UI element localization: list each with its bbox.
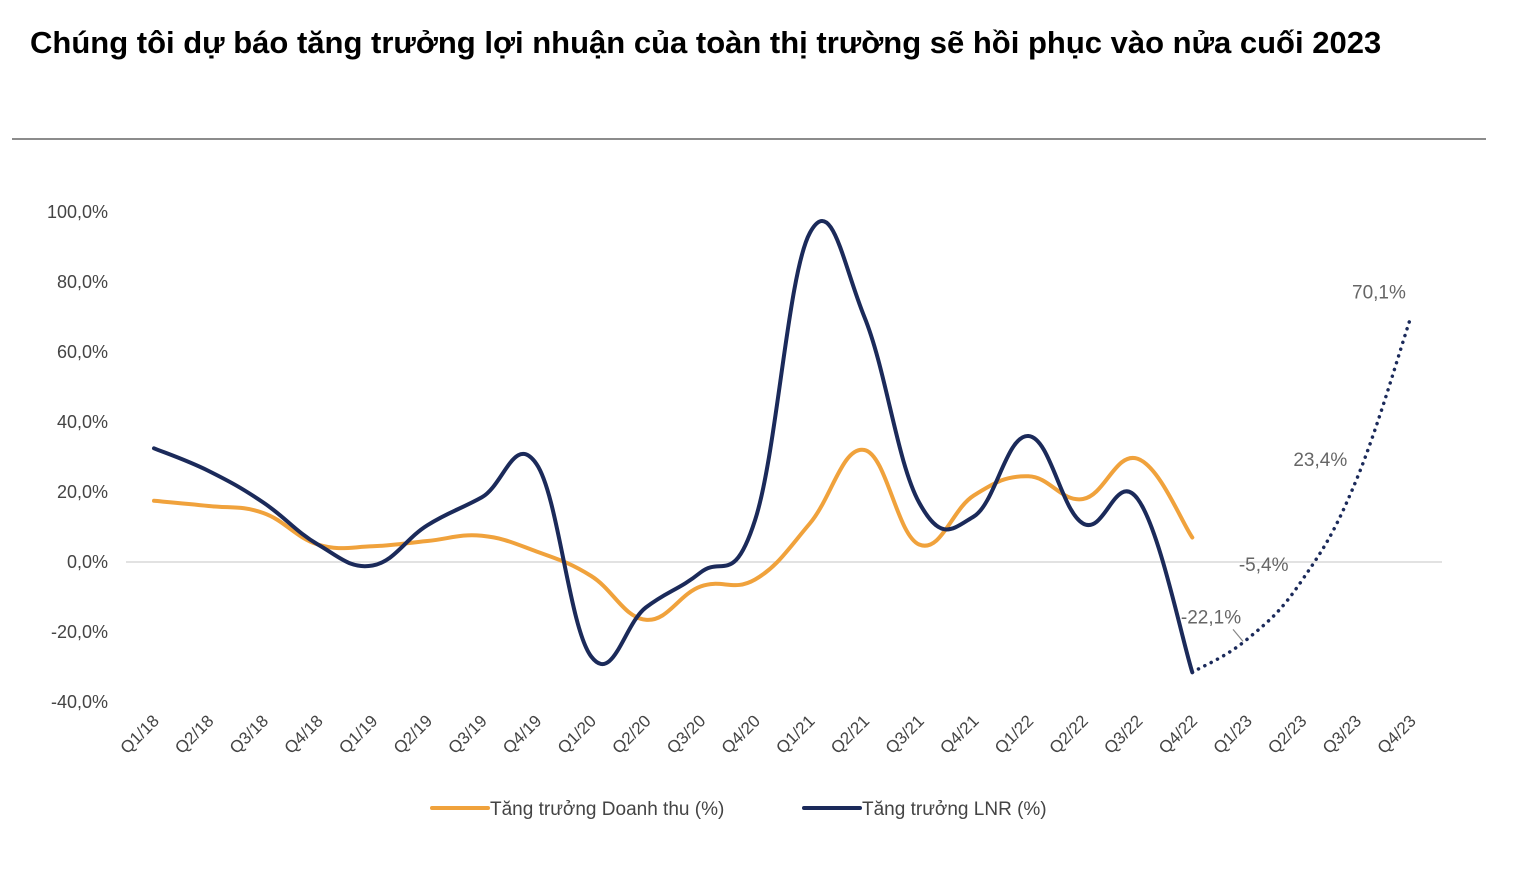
x-tick-label: Q2/19 bbox=[390, 711, 436, 757]
data-label: 23,4% bbox=[1293, 450, 1347, 471]
page-title: Chúng tôi dự báo tăng trưởng lợi nhuận c… bbox=[30, 25, 1382, 60]
y-tick-label: 60,0% bbox=[57, 342, 108, 362]
x-tick-label: Q4/18 bbox=[281, 711, 327, 757]
x-tick-label: Q3/19 bbox=[445, 711, 491, 757]
x-tick-label: Q1/22 bbox=[991, 711, 1037, 757]
legend-label: Tăng trưởng Doanh thu (%) bbox=[490, 799, 724, 820]
y-tick-label: 20,0% bbox=[57, 482, 108, 502]
x-tick-label: Q1/18 bbox=[117, 711, 163, 757]
title-divider bbox=[12, 138, 1486, 140]
y-tick-label: 100,0% bbox=[47, 202, 108, 222]
x-tick-label: Q1/19 bbox=[335, 711, 381, 757]
x-tick-label: Q4/22 bbox=[1155, 711, 1201, 757]
data-label: -5,4% bbox=[1239, 555, 1289, 576]
data-label: 70,1% bbox=[1352, 283, 1406, 304]
data-label: -22,1% bbox=[1181, 607, 1241, 628]
series-line-revenue-growth bbox=[152, 447, 1195, 622]
y-tick-label: 40,0% bbox=[57, 412, 108, 432]
series-line-profit-forecast bbox=[1190, 314, 1413, 675]
x-tick-label: Q3/21 bbox=[882, 711, 928, 757]
data-label-leader bbox=[1232, 628, 1244, 642]
y-tick-label: -20,0% bbox=[51, 622, 108, 642]
legend-item-revenue: Tăng trưởng Doanh thu (%) bbox=[430, 799, 724, 820]
x-tick-label: Q1/21 bbox=[772, 711, 818, 757]
x-tick-label: Q2/22 bbox=[1046, 711, 1092, 757]
x-tick-label: Q3/23 bbox=[1319, 711, 1365, 757]
x-tick-label: Q1/23 bbox=[1210, 711, 1256, 757]
y-tick-label: 80,0% bbox=[57, 272, 108, 292]
y-tick-label: 0,0% bbox=[67, 552, 108, 572]
x-tick-label: Q4/20 bbox=[718, 711, 764, 757]
x-tick-label: Q1/20 bbox=[554, 711, 600, 757]
x-tick-label: Q4/19 bbox=[499, 711, 545, 757]
legend-item-profit: Tăng trưởng LNR (%) bbox=[802, 799, 1047, 820]
x-tick-label: Q3/18 bbox=[226, 711, 272, 757]
x-tick-label: Q3/20 bbox=[663, 711, 709, 757]
x-tick-label: Q3/22 bbox=[1100, 711, 1146, 757]
x-tick-label: Q4/21 bbox=[936, 711, 982, 757]
x-tick-label: Q2/21 bbox=[827, 711, 873, 757]
x-tick-label: Q2/20 bbox=[608, 711, 654, 757]
y-tick-label: -40,0% bbox=[51, 692, 108, 712]
series-line-profit-growth bbox=[152, 219, 1195, 675]
x-tick-label: Q2/23 bbox=[1264, 711, 1310, 757]
x-tick-label: Q4/23 bbox=[1374, 711, 1420, 757]
x-tick-label: Q2/18 bbox=[171, 711, 217, 757]
legend-label: Tăng trưởng LNR (%) bbox=[862, 799, 1047, 820]
